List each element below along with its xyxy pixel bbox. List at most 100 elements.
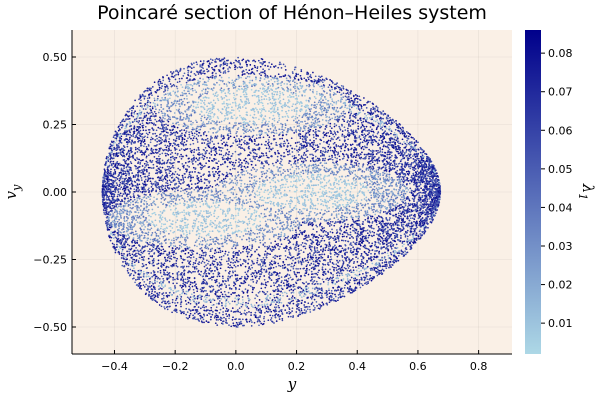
scatter-point <box>196 61 198 63</box>
scatter-point <box>420 187 422 189</box>
scatter-point <box>166 84 168 86</box>
scatter-point <box>264 78 266 80</box>
scatter-point <box>160 228 162 230</box>
scatter-point <box>285 124 287 126</box>
scatter-point <box>396 163 398 165</box>
scatter-point <box>311 176 313 178</box>
scatter-point <box>340 271 342 273</box>
scatter-point <box>178 178 180 180</box>
scatter-point <box>391 238 393 240</box>
scatter-point <box>187 196 189 198</box>
scatter-point <box>327 256 329 258</box>
scatter-point <box>195 206 197 208</box>
scatter-point <box>326 211 328 213</box>
scatter-point <box>364 198 366 200</box>
scatter-point <box>213 202 215 204</box>
scatter-point <box>262 205 264 207</box>
scatter-point <box>190 89 192 91</box>
scatter-point <box>294 191 296 193</box>
scatter-point <box>236 199 238 201</box>
scatter-point <box>188 134 190 136</box>
scatter-point <box>210 267 212 269</box>
scatter-point <box>400 151 402 153</box>
scatter-point <box>227 276 229 278</box>
scatter-point <box>357 160 359 162</box>
scatter-point <box>159 282 161 284</box>
scatter-point <box>339 275 341 277</box>
scatter-point <box>188 84 190 86</box>
scatter-point <box>322 158 324 160</box>
scatter-point <box>374 156 376 158</box>
scatter-point <box>168 94 170 96</box>
scatter-point <box>256 308 258 310</box>
scatter-point <box>196 258 198 260</box>
scatter-point <box>312 254 314 256</box>
scatter-point <box>159 189 161 191</box>
scatter-point <box>136 255 138 257</box>
scatter-point <box>285 183 287 185</box>
scatter-point <box>288 213 290 215</box>
scatter-point <box>196 138 198 140</box>
scatter-point <box>387 145 389 147</box>
scatter-point <box>191 293 193 295</box>
scatter-point <box>335 144 337 146</box>
scatter-point <box>217 135 219 137</box>
scatter-point <box>299 174 301 176</box>
scatter-point <box>258 324 260 326</box>
scatter-point <box>314 123 316 125</box>
scatter-point <box>389 217 391 219</box>
scatter-point <box>391 196 393 198</box>
scatter-point <box>181 129 183 131</box>
scatter-point <box>230 266 232 268</box>
scatter-point <box>194 132 196 134</box>
scatter-point <box>293 244 295 246</box>
scatter-point <box>124 185 126 187</box>
scatter-point <box>257 102 259 104</box>
scatter-point <box>282 172 284 174</box>
scatter-point <box>233 92 235 94</box>
scatter-point <box>368 149 370 151</box>
scatter-point <box>234 95 236 97</box>
scatter-point <box>126 251 128 253</box>
scatter-point <box>309 252 311 254</box>
scatter-point <box>253 183 255 185</box>
scatter-point <box>359 135 361 137</box>
scatter-point <box>224 92 226 94</box>
scatter-point <box>210 214 212 216</box>
scatter-point <box>292 278 294 280</box>
scatter-point <box>358 218 360 220</box>
scatter-point <box>154 133 156 135</box>
scatter-point <box>133 265 135 267</box>
scatter-point <box>319 188 321 190</box>
scatter-point <box>212 273 214 275</box>
scatter-point <box>226 99 228 101</box>
scatter-point <box>173 198 175 200</box>
scatter-point <box>169 195 171 197</box>
scatter-point <box>124 244 126 246</box>
scatter-point <box>194 89 196 91</box>
scatter-point <box>177 96 179 98</box>
scatter-point <box>313 134 315 136</box>
scatter-point <box>406 140 408 142</box>
scatter-point <box>195 260 197 262</box>
scatter-point <box>113 244 115 246</box>
scatter-point <box>130 196 132 198</box>
scatter-point <box>357 176 359 178</box>
scatter-point <box>159 278 161 280</box>
scatter-point <box>259 239 261 241</box>
scatter-point <box>323 141 325 143</box>
scatter-point <box>305 190 307 192</box>
scatter-point <box>137 186 139 188</box>
scatter-point <box>259 108 261 110</box>
scatter-point <box>142 210 144 212</box>
scatter-point <box>356 236 358 238</box>
scatter-point <box>262 228 264 230</box>
scatter-point <box>252 272 254 274</box>
scatter-point <box>249 80 251 82</box>
scatter-point <box>407 189 409 191</box>
scatter-point <box>384 201 386 203</box>
scatter-point <box>326 182 328 184</box>
scatter-point <box>421 192 423 194</box>
scatter-point <box>249 268 251 270</box>
